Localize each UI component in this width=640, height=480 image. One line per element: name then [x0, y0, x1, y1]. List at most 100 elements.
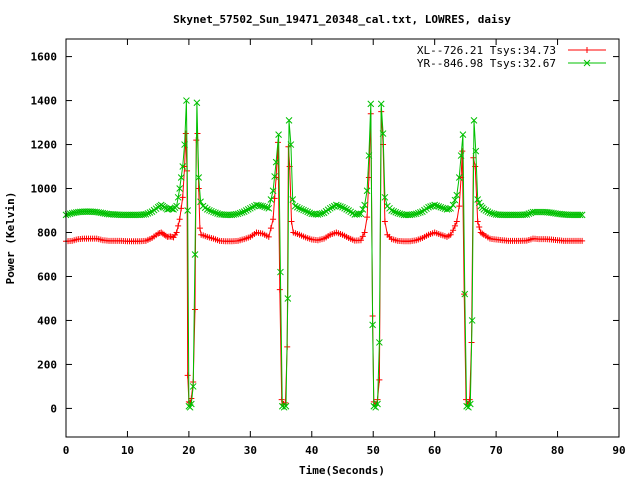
data-point [173, 229, 180, 236]
y-tick-label: 400 [37, 314, 57, 327]
data-point [447, 231, 454, 238]
data-point [208, 207, 215, 215]
data-point [449, 201, 457, 209]
x-tick-label: 40 [305, 444, 318, 457]
data-point [474, 196, 482, 203]
data-point [369, 321, 376, 329]
data-point [355, 210, 363, 218]
data-point [282, 402, 290, 410]
series-line [65, 100, 583, 409]
data-point [488, 209, 496, 217]
x-tick-label: 20 [182, 444, 195, 457]
data-point [184, 372, 191, 379]
x-tick-label: 60 [428, 444, 441, 457]
data-point [187, 400, 195, 408]
y-tick-label: 600 [37, 270, 57, 283]
data-point [179, 163, 187, 170]
data-point [381, 193, 389, 201]
data-point [364, 214, 371, 221]
data-point [146, 209, 154, 216]
data-point [263, 204, 271, 211]
data-point [455, 174, 463, 181]
data-point [238, 208, 246, 216]
data-point [453, 218, 460, 225]
data-point [459, 148, 466, 155]
data-point [474, 218, 481, 225]
x-tick-label: 80 [551, 444, 564, 457]
data-point [175, 222, 182, 229]
data-point [357, 210, 365, 218]
data-point [578, 211, 586, 219]
data-point [435, 203, 443, 210]
data-point [212, 209, 219, 217]
data-point [486, 209, 494, 217]
data-point [203, 206, 211, 213]
data-point [339, 203, 346, 211]
series-yr [62, 97, 586, 411]
data-point [475, 199, 483, 207]
legend-label: XL--726.21 Tsys:34.73 [417, 44, 556, 57]
y-tick-label: 800 [37, 227, 57, 240]
y-tick-label: 1000 [31, 183, 58, 196]
data-point [459, 131, 467, 139]
data-point [197, 198, 204, 206]
data-point [431, 201, 439, 209]
data-point [367, 100, 375, 108]
data-point [298, 205, 305, 213]
x-tick-label: 50 [367, 444, 380, 457]
data-point [289, 196, 297, 203]
data-point [259, 202, 266, 210]
data-point [437, 203, 445, 211]
data-point [414, 209, 422, 217]
data-point [193, 99, 201, 107]
data-point [269, 187, 277, 195]
y-axis-label: Power (Kelvin) [4, 192, 17, 285]
data-point [328, 203, 336, 211]
data-point [176, 185, 184, 192]
data-point [267, 196, 275, 203]
data-point [270, 216, 277, 223]
data-point [359, 206, 367, 213]
data-point [359, 233, 366, 240]
data-point [468, 317, 476, 324]
x-tick-label: 70 [489, 444, 502, 457]
data-point [306, 209, 314, 217]
data-point [176, 216, 183, 223]
data-point [521, 211, 529, 218]
data-point [453, 191, 461, 199]
data-point [173, 202, 180, 210]
legend-marker [583, 59, 591, 67]
data-point [184, 207, 192, 214]
data-point [447, 204, 454, 212]
data-point [337, 203, 344, 210]
data-point [181, 141, 188, 148]
data-point [379, 130, 387, 137]
data-point [271, 173, 278, 180]
data-point [302, 207, 309, 215]
chart-title: Skynet_57502_Sun_19471_20348_cal.txt, LO… [173, 13, 511, 26]
data-point [466, 400, 474, 408]
data-point [463, 402, 470, 410]
series-xl [63, 108, 586, 409]
data-point [240, 208, 248, 215]
data-point [316, 210, 324, 218]
data-point [314, 211, 322, 218]
x-tick-label: 90 [612, 444, 625, 457]
data-point [244, 206, 252, 213]
data-point [451, 222, 458, 229]
data-point [457, 152, 465, 159]
data-point [142, 210, 150, 218]
data-point [326, 204, 334, 212]
data-point [480, 206, 488, 213]
data-point [261, 203, 269, 211]
y-tick-label: 0 [50, 402, 57, 415]
data-point [466, 396, 473, 403]
data-point [576, 211, 584, 219]
legend-marker [584, 47, 590, 53]
data-point [361, 201, 368, 209]
data-point [357, 237, 364, 244]
data-point [275, 131, 282, 139]
data-point [179, 194, 186, 201]
x-tick-label: 30 [244, 444, 257, 457]
data-point [523, 211, 531, 218]
